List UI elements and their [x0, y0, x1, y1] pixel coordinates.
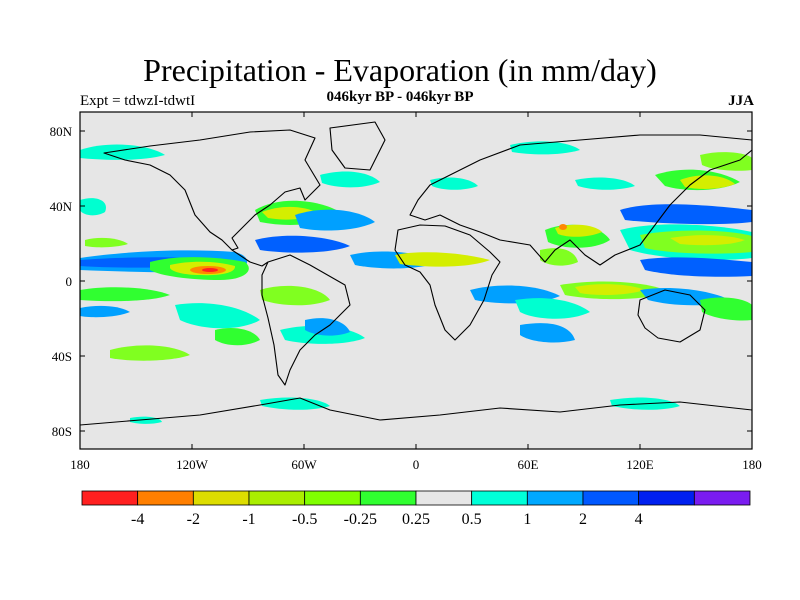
field-patch [575, 284, 645, 295]
colorbar-label: 0.25 [402, 511, 430, 528]
colorbar-box [81, 490, 139, 506]
field-patch [680, 175, 735, 189]
pe-field [80, 141, 752, 424]
season-label: JJA [728, 93, 754, 109]
colorbar [81, 490, 751, 506]
field-patch [670, 235, 745, 246]
colorbar-box [248, 490, 306, 506]
coastlines [80, 121, 752, 426]
field-patch [80, 287, 170, 302]
colorbar-label: 1 [523, 511, 531, 528]
colorbar-label: -4 [131, 511, 144, 528]
colorbar-label: -2 [187, 511, 200, 528]
lon-label: 60E [518, 457, 539, 472]
colorbar-box [471, 490, 528, 506]
colorbar-box [526, 490, 584, 506]
field-patch [260, 285, 330, 306]
field-patch [520, 323, 575, 343]
colorbar-box [192, 490, 250, 506]
field-patch [700, 152, 752, 171]
africa-coast [394, 224, 501, 341]
field-patch [80, 144, 165, 160]
north-america-coast [103, 129, 321, 251]
lat-label: 80N [50, 124, 73, 139]
colorbar-labels: -4 -2 -1 -0.5 -0.25 0.25 0.5 1 2 4 [131, 511, 643, 528]
lon-label: 0 [413, 457, 420, 472]
colorbar-label: -1 [242, 511, 255, 528]
field-patch [255, 235, 350, 253]
colorbar-label: 2 [579, 511, 587, 528]
map-title: Precipitation - Evaporation (in mm/day) [143, 52, 657, 88]
field-patch [215, 328, 260, 346]
field-patch [700, 297, 752, 321]
field-patch [575, 177, 635, 190]
field-patch [260, 397, 330, 410]
field-patch [559, 224, 567, 230]
experiment-label: Expt = tdwzI-tdwtI [80, 93, 196, 109]
lat-label: 40S [52, 349, 72, 364]
antarctica-coast [80, 397, 752, 426]
colorbar-box [304, 490, 361, 506]
map-ticks [79, 112, 753, 449]
greenland-coast [329, 121, 386, 171]
colorbar-box [693, 490, 751, 506]
field-patch [85, 237, 128, 248]
south-america-coast [261, 254, 351, 386]
colorbar-label: -0.5 [292, 511, 317, 528]
eurasia-coast [409, 134, 752, 266]
lat-labels: 80N 40N 0 40S 80S [50, 124, 73, 439]
field-patch [202, 268, 218, 272]
field-patch [80, 305, 130, 318]
field-patch [80, 198, 106, 216]
central-america-coast [231, 249, 269, 267]
field-patch [515, 298, 590, 319]
colorbar-label: -0.25 [344, 511, 377, 528]
field-patch [110, 345, 190, 361]
lon-label: 120W [176, 457, 209, 472]
period-subtitle: 046kyr BP - 046kyr BP [326, 89, 474, 105]
lat-label: 0 [66, 274, 73, 289]
field-patch [640, 257, 752, 277]
lat-label: 40N [50, 199, 73, 214]
australia-coast [637, 289, 706, 343]
colorbar-box [582, 490, 640, 506]
colorbar-box [415, 490, 473, 506]
lon-label: 180 [742, 457, 762, 472]
field-patch [395, 252, 490, 267]
lon-label: 60W [291, 457, 317, 472]
colorbar-box [359, 490, 417, 506]
field-patch [175, 303, 260, 329]
map-background [80, 112, 752, 449]
lon-labels: 180 120W 60W 0 60E 120E 180 [70, 457, 762, 472]
field-patch [295, 209, 375, 231]
field-patch [430, 177, 478, 190]
colorbar-label: 4 [635, 511, 643, 528]
lat-label: 80S [52, 424, 72, 439]
colorbar-box [137, 490, 194, 506]
lon-label: 180 [70, 457, 90, 472]
colorbar-box [638, 490, 695, 506]
field-patch [320, 171, 380, 188]
colorbar-label: 0.5 [462, 511, 482, 528]
lon-label: 120E [626, 457, 654, 472]
field-patch [620, 204, 752, 225]
field-patch [540, 248, 578, 266]
